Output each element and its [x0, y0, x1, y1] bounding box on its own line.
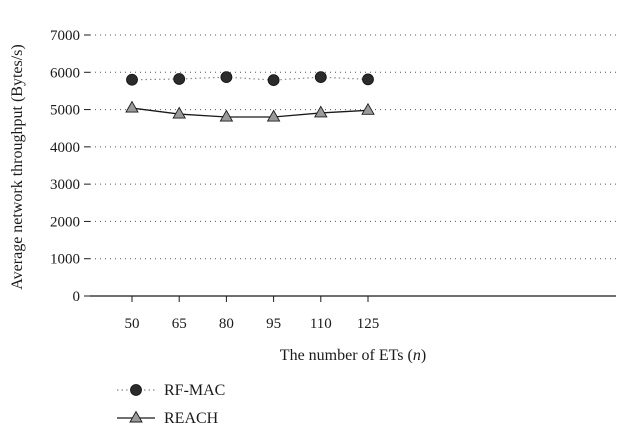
point-reach-65 [172, 106, 186, 119]
y-axis-label: Average network throughput (Bytes/s) [9, 44, 26, 289]
grid-lines [90, 34, 616, 260]
series-reach [125, 100, 375, 122]
point-rf-mac-50 [126, 73, 138, 86]
point-rf-mac-110 [314, 71, 327, 84]
point-reach-95 [266, 109, 281, 122]
y-tick-label-1000: 1000 [50, 252, 80, 268]
y-tick-label-5000: 5000 [50, 103, 80, 119]
legend-marker-rf-mac [130, 384, 142, 396]
legend-label-rf-mac: RF-MAC [164, 382, 225, 399]
point-rf-mac-125 [362, 73, 374, 86]
point-rf-mac-95 [267, 74, 280, 87]
x-tick-label-95: 95 [266, 316, 281, 332]
x-tick-label-50: 50 [125, 316, 140, 332]
series-layer [125, 71, 375, 122]
legend-item-reach: REACH [117, 410, 219, 427]
x-tick-label-80: 80 [219, 316, 234, 332]
y-tick-label-6000: 6000 [50, 65, 80, 81]
legend-item-rf-mac: RF-MAC [117, 382, 225, 399]
legend-label-reach: REACH [164, 410, 219, 427]
point-reach-125 [361, 102, 375, 115]
point-reach-110 [314, 105, 328, 118]
y-tick-label-2000: 2000 [50, 214, 80, 230]
y-tick-label-7000: 7000 [50, 28, 80, 44]
point-rf-mac-80 [220, 71, 233, 84]
x-axis-ticks: 50 65 80 95 110 125 [125, 296, 380, 332]
y-tick-label-4000: 4000 [50, 140, 80, 156]
x-tick-label-125: 125 [357, 316, 380, 332]
point-reach-80 [219, 109, 234, 122]
y-tick-label-3000: 3000 [50, 177, 80, 193]
point-reach-50 [125, 100, 139, 113]
series-line-reach [131, 107, 369, 118]
x-tick-label-65: 65 [172, 316, 187, 332]
legend: RF-MAC REACH [117, 382, 225, 427]
point-rf-mac-65 [173, 73, 186, 85]
series-line-rf-mac [131, 76, 369, 81]
series-rf-mac [126, 71, 374, 87]
legend-marker-reach [129, 410, 143, 423]
x-tick-label-110: 110 [310, 316, 332, 332]
y-tick-label-0: 0 [73, 289, 81, 305]
x-axis-label: The number of ETs (n) [280, 347, 426, 364]
y-axis-ticks: 0 1000 2000 3000 4000 5000 6000 7000 [50, 28, 90, 305]
